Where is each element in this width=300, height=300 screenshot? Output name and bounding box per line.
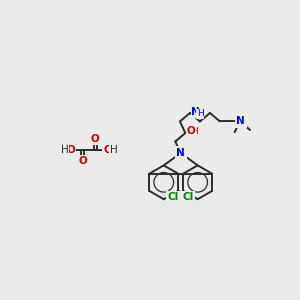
Text: N: N (191, 107, 200, 117)
Text: O: O (66, 145, 75, 155)
Text: O: O (103, 145, 112, 155)
Text: O: O (91, 134, 100, 144)
Text: N: N (236, 116, 245, 127)
Text: O: O (187, 127, 196, 136)
Text: Cl: Cl (183, 192, 194, 202)
Text: O: O (79, 156, 87, 166)
Text: H: H (191, 127, 197, 136)
Text: Cl: Cl (167, 192, 179, 202)
Text: H: H (110, 145, 118, 155)
Text: H: H (61, 145, 68, 155)
Text: H: H (197, 109, 204, 118)
Text: N: N (176, 148, 185, 158)
